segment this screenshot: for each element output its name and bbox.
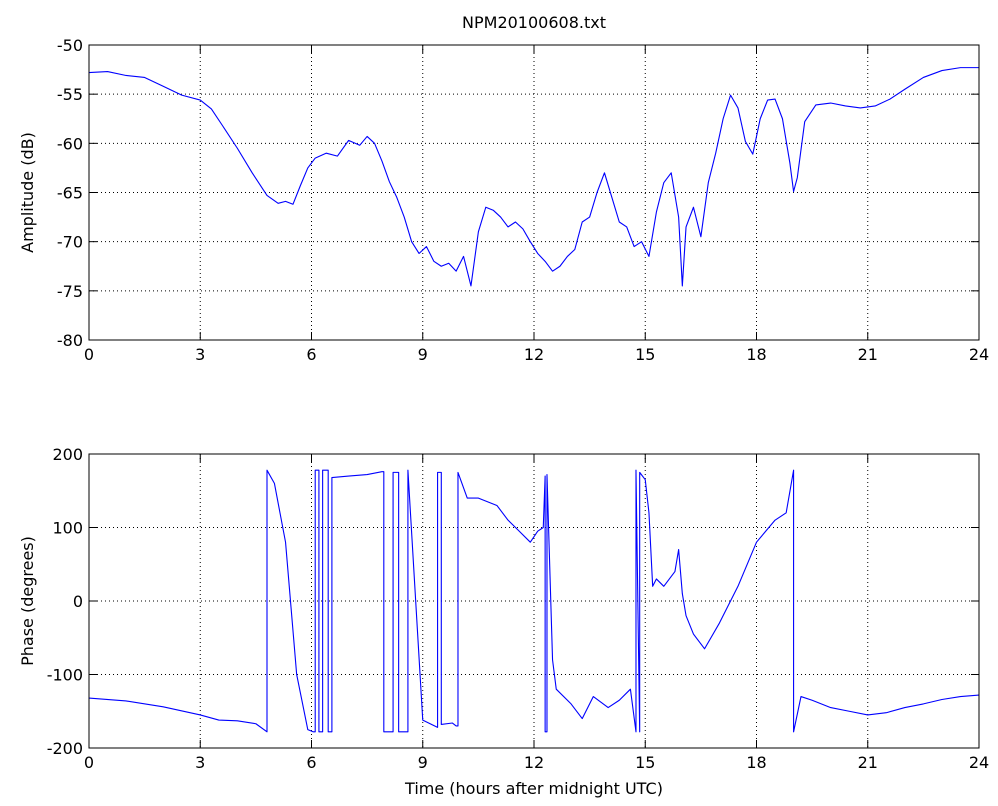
phase-ytick-label: 0: [73, 592, 83, 611]
amplitude-ytick-label: -75: [57, 282, 83, 301]
phase-series-line: [88, 469, 980, 733]
phase-xtick-label: 9: [418, 753, 428, 772]
amplitude-chart-title: NPM20100608.txt: [462, 13, 606, 32]
phase-xtick-label: 18: [746, 753, 766, 772]
phase-x-axis-label: Time (hours after midnight UTC): [404, 779, 663, 798]
phase-ytick-label: 100: [52, 519, 83, 538]
amplitude-ytick-label: -65: [57, 184, 83, 203]
amplitude-ytick-label: -70: [57, 233, 83, 252]
phase-axes-frame: [88, 453, 980, 749]
amplitude-ytick-label: -50: [57, 36, 83, 55]
amplitude-xtick-label: 0: [84, 345, 94, 364]
phase-ytick-label: 200: [52, 445, 83, 464]
amplitude-panel: 0 3 6 9 12 15 18 21 24 -80 -75 -70 -65 -60 -55 -50 NPM20…: [18, 13, 989, 364]
phase-ytick-label: -200: [47, 739, 83, 758]
phase-xtick-label: 24: [969, 753, 989, 772]
amplitude-xtick-label: 21: [858, 345, 878, 364]
amplitude-xtick-label: 9: [418, 345, 428, 364]
phase-y-axis-label: Phase (degrees): [18, 536, 37, 666]
amplitude-ytick-label: -55: [57, 85, 83, 104]
phase-ytick-label: -100: [47, 666, 83, 685]
phase-xtick-label: 15: [635, 753, 655, 772]
amplitude-y-axis-label: Amplitude (dB): [18, 132, 37, 253]
amplitude-ytick-label: -80: [57, 331, 83, 350]
amplitude-xtick-label: 6: [306, 345, 316, 364]
phase-panel: 0 3 6 9 12 15 18 21 24 -200 -100 0 100 200 Time (hours…: [18, 445, 989, 798]
phase-xtick-label: 0: [84, 753, 94, 772]
phase-xtick-label: 6: [306, 753, 316, 772]
amplitude-xtick-label: 24: [969, 345, 989, 364]
phase-xtick-label: 12: [524, 753, 544, 772]
amplitude-xtick-label: 15: [635, 345, 655, 364]
amplitude-axes-frame: [88, 44, 980, 341]
phase-xtick-label: 21: [858, 753, 878, 772]
phase-xtick-label: 3: [195, 753, 205, 772]
amplitude-series-line: [88, 67, 979, 287]
amplitude-xtick-label: 3: [195, 345, 205, 364]
amplitude-xtick-label: 12: [524, 345, 544, 364]
amplitude-xtick-label: 18: [746, 345, 766, 364]
amplitude-ytick-label: -60: [57, 134, 83, 153]
